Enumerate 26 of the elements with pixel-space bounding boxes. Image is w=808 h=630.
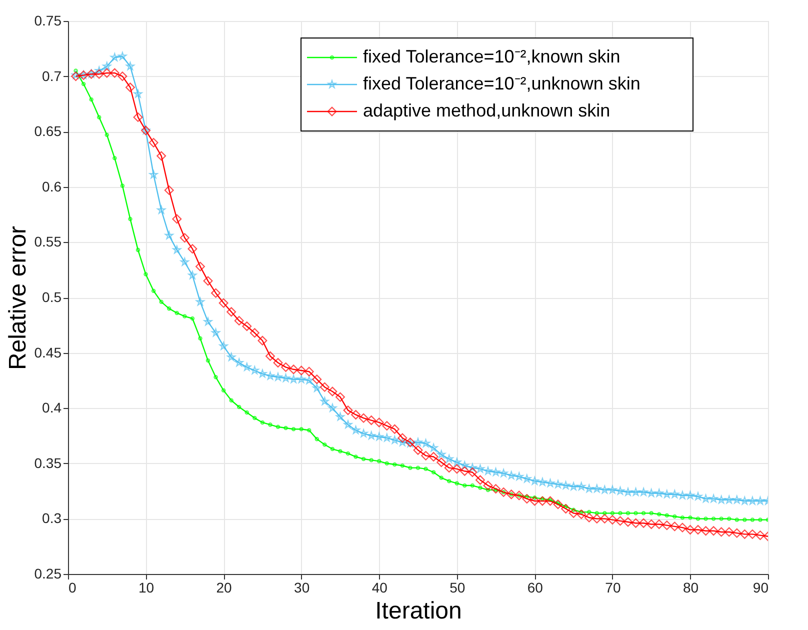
y-tick-label: 0.5 (42, 289, 62, 305)
x-tick-label: 30 (294, 580, 310, 596)
x-tick-label: 90 (752, 580, 769, 596)
legend-label: fixed Tolerance=10⁻²,unknown skin (363, 74, 640, 94)
y-tick-label: 0.4 (42, 400, 62, 416)
x-tick-label: 50 (450, 580, 466, 596)
x-tick-label: 70 (605, 580, 621, 596)
x-tick-label: 10 (138, 580, 154, 596)
legend-label: adaptive method,unknown skin (363, 100, 610, 120)
y-tick-label: 0.45 (34, 344, 62, 360)
x-axis-title: Iteration (375, 598, 462, 624)
y-tick-label: 0.25 (34, 566, 62, 582)
y-tick-label: 0.7 (42, 68, 62, 84)
y-axis-title: Relative error (4, 226, 32, 370)
x-tick-label: 60 (527, 580, 544, 596)
y-tick-label: 0.55 (34, 234, 62, 250)
x-tick-label: 0 (68, 580, 76, 596)
y-tick-label: 0.75 (34, 12, 62, 28)
y-tick-label: 0.35 (34, 454, 62, 471)
y-tick-label: 0.3 (42, 510, 62, 526)
legend-label: fixed Tolerance=10⁻²,known skin (363, 46, 620, 66)
x-tick-label: 80 (682, 580, 699, 596)
x-tick-label: 20 (216, 580, 232, 596)
x-tick-label: 40 (372, 580, 388, 596)
y-tick-label: 0.65 (34, 123, 62, 140)
y-tick-label: 0.6 (42, 178, 62, 194)
